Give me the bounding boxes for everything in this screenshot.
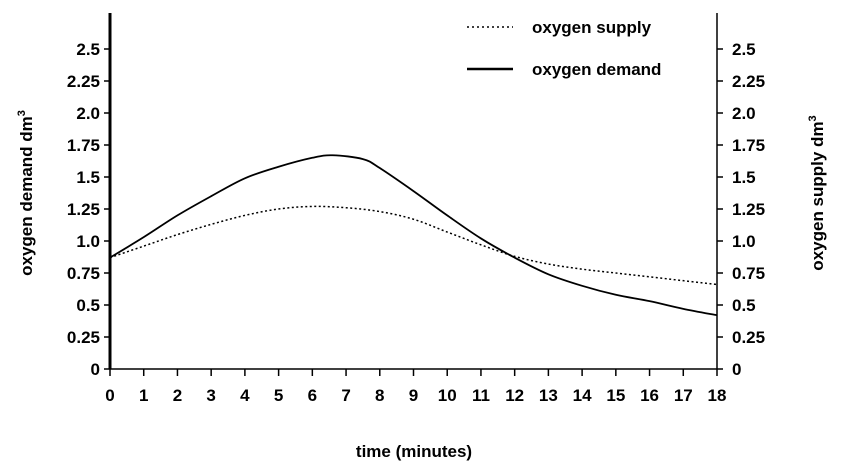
left-y-tick-label: 2.0 <box>76 104 100 123</box>
x-tick-label: 18 <box>708 386 727 405</box>
left-y-tick-label: 0.5 <box>76 296 100 315</box>
legend-label-oxygen-supply: oxygen supply <box>532 18 652 37</box>
left-y-tick-label: 1.75 <box>67 136 100 155</box>
right-y-axis-title-superscript: 3 <box>807 115 819 121</box>
x-tick-label: 4 <box>240 386 250 405</box>
x-tick-label: 1 <box>139 386 148 405</box>
x-tick-label: 14 <box>573 386 592 405</box>
x-tick-label: 9 <box>409 386 418 405</box>
right-y-tick-label: 1.5 <box>732 168 756 187</box>
right-y-tick-label: 1.0 <box>732 232 756 251</box>
x-tick-label: 17 <box>674 386 693 405</box>
x-tick-label: 0 <box>105 386 114 405</box>
left-y-tick-label: 1.0 <box>76 232 100 251</box>
x-tick-label: 7 <box>341 386 350 405</box>
x-ticks: 0 1 2 3 4 5 6 7 8 9 10 11 12 13 14 15 16 17 18 <box>105 369 726 405</box>
left-y-axis-title: oxygen demand dm3 <box>16 110 36 276</box>
left-y-tick-label: 0 <box>91 360 100 379</box>
right-y-tick-label: 2.5 <box>732 40 756 59</box>
left-y-tick-label: 2.25 <box>67 72 100 91</box>
right-y-axis-title: oxygen supply dm3 <box>807 115 827 270</box>
x-tick-label: 2 <box>173 386 182 405</box>
right-y-tick-label: 2.25 <box>732 72 765 91</box>
right-y-tick-label: 0.5 <box>732 296 756 315</box>
left-y-tick-label: 1.25 <box>67 200 100 219</box>
series-line-oxygen-supply <box>109 205 718 286</box>
right-y-tick-label: 2.0 <box>732 104 756 123</box>
left-y-tick-label: 0.25 <box>67 328 100 347</box>
x-tick-label: 16 <box>640 386 659 405</box>
right-y-tick-label: 0 <box>732 360 741 379</box>
left-y-tick-label: 0.75 <box>67 264 100 283</box>
x-tick-label: 3 <box>206 386 215 405</box>
right-y-ticks: 0 0.25 0.5 0.75 1.0 1.25 1.5 1.75 2.0 2.25 2.5 <box>717 40 765 379</box>
x-tick-label: 8 <box>375 386 384 405</box>
legend: oxygen supply oxygen demand <box>467 18 661 79</box>
right-y-tick-label: 0.75 <box>732 264 765 283</box>
series-line-oxygen-demand <box>109 154 718 317</box>
x-tick-label: 5 <box>274 386 283 405</box>
x-tick-label: 12 <box>505 386 524 405</box>
left-y-ticks: 0 0.25 0.5 0.75 1.0 1.25 1.5 1.75 2.0 2.25 2.5 <box>67 40 110 379</box>
left-y-tick-label: 1.5 <box>76 168 100 187</box>
x-tick-label: 13 <box>539 386 558 405</box>
x-tick-label: 11 <box>472 386 490 405</box>
x-tick-label: 15 <box>606 386 625 405</box>
legend-label-oxygen-demand: oxygen demand <box>532 60 661 79</box>
x-axis-title: time (minutes) <box>356 442 472 461</box>
x-tick-label: 6 <box>308 386 317 405</box>
right-y-tick-label: 0.25 <box>732 328 765 347</box>
right-y-tick-label: 1.75 <box>732 136 765 155</box>
right-y-tick-label: 1.25 <box>732 200 765 219</box>
series-layer <box>109 154 718 317</box>
x-tick-label: 10 <box>438 386 457 405</box>
left-y-axis-title-superscript: 3 <box>16 110 28 116</box>
left-y-tick-label: 2.5 <box>76 40 100 59</box>
